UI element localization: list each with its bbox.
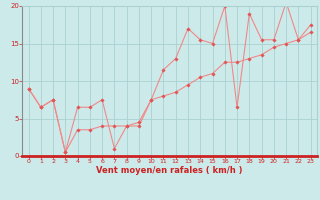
X-axis label: Vent moyen/en rafales ( km/h ): Vent moyen/en rafales ( km/h ) <box>96 166 243 175</box>
